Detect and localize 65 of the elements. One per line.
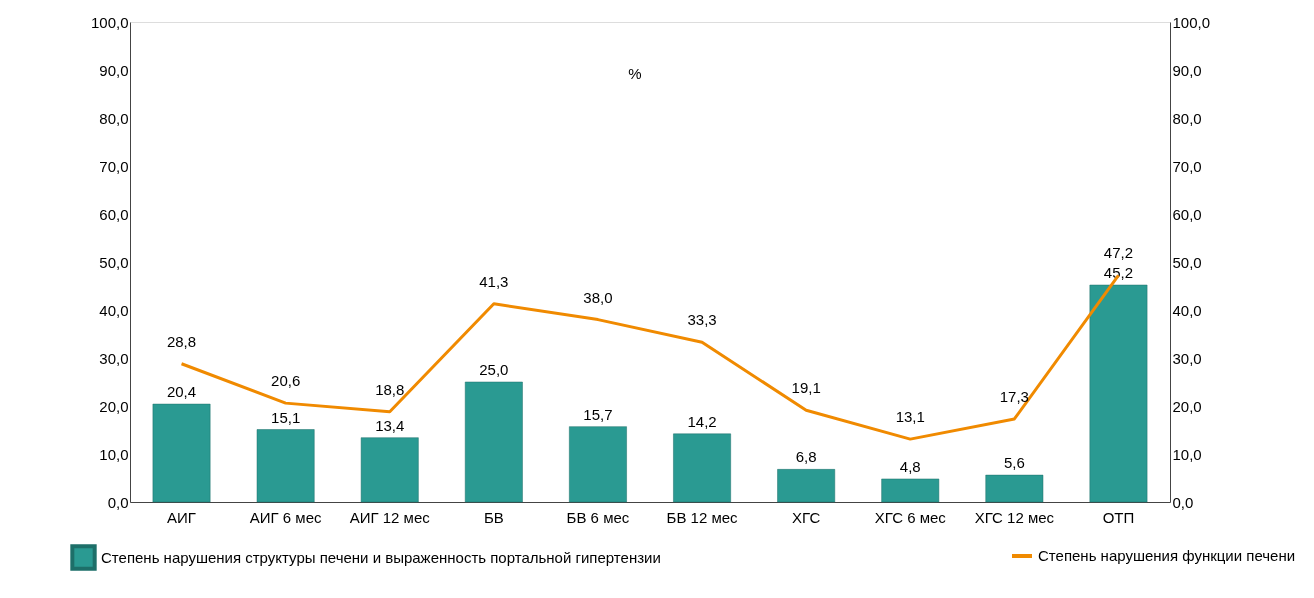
data-label: 20,6 xyxy=(271,372,301,390)
bar xyxy=(673,433,731,503)
y-tick-label: 20,0 xyxy=(99,397,129,415)
y-tick-label: 70,0 xyxy=(99,157,129,175)
data-label: 38,0 xyxy=(583,288,613,306)
y2-tick-label: 90,0 xyxy=(1172,61,1202,79)
x-tick-label: АИГ 12 мес xyxy=(349,508,431,526)
y-tick-label: 100,0 xyxy=(90,13,129,31)
x-tick-label: ОТП xyxy=(1102,508,1135,526)
y-tick-label: 60,0 xyxy=(99,205,129,223)
x-tick-label: АИГ xyxy=(167,508,196,526)
x-tick-label: ХГС 12 мес xyxy=(974,508,1055,526)
y2-tick-label: 100,0 xyxy=(1172,13,1211,31)
y2-tick-label: 70,0 xyxy=(1172,157,1202,175)
data-label: 17,3 xyxy=(999,387,1029,405)
data-label: 15,1 xyxy=(271,408,301,426)
x-tick-label: БВ 12 мес xyxy=(666,508,739,526)
bar xyxy=(360,437,419,503)
data-label: 6,8 xyxy=(795,448,817,466)
annotation: % xyxy=(628,65,642,82)
bar xyxy=(256,429,315,503)
legend-label: Степень нарушения функции печени xyxy=(1038,547,1296,564)
y-tick-label: 40,0 xyxy=(99,301,129,319)
y2-tick-label: 40,0 xyxy=(1172,301,1202,319)
bar xyxy=(569,426,627,503)
bar xyxy=(777,469,836,503)
y2-tick-label: 10,0 xyxy=(1172,445,1202,463)
data-label: 14,2 xyxy=(687,412,717,430)
data-label: 13,4 xyxy=(375,416,405,434)
data-label: 25,0 xyxy=(479,361,509,378)
data-label: 41,3 xyxy=(479,272,509,290)
y2-tick-label: 60,0 xyxy=(1172,205,1202,223)
y-tick-label: 10,0 xyxy=(99,445,129,463)
data-label: 20,4 xyxy=(166,383,197,401)
data-label: 18,8 xyxy=(375,380,405,398)
y2-tick-label: 50,0 xyxy=(1172,253,1202,271)
x-tick-label: ХГС 6 мес xyxy=(874,508,947,526)
x-tick-label: ХГС xyxy=(792,508,821,526)
bar xyxy=(985,474,1044,503)
y-tick-label: 90,0 xyxy=(99,61,129,79)
x-tick-label: АИГ 6 мес xyxy=(249,508,322,526)
y-tick-label: 0,0 xyxy=(107,493,129,511)
y-tick-label: 50,0 xyxy=(99,253,129,271)
data-label: 5,6 xyxy=(1003,454,1025,472)
x-tick-label: БВ 6 мес xyxy=(566,508,630,526)
data-label: 45,2 xyxy=(1103,264,1134,282)
y-tick-label: 30,0 xyxy=(99,349,129,367)
y2-tick-label: 80,0 xyxy=(1172,109,1202,127)
data-label: 47,2 xyxy=(1103,244,1134,262)
data-label: 28,8 xyxy=(166,332,197,350)
x-tick-label: БВ xyxy=(483,508,504,526)
y2-tick-label: 30,0 xyxy=(1172,349,1202,367)
bar xyxy=(1089,284,1148,503)
y-tick-label: 80,0 xyxy=(99,109,129,127)
data-label: 33,3 xyxy=(687,311,717,329)
bar xyxy=(464,381,523,503)
legend-label: Степень нарушения структуры печени и выраженность портальной гипертензии xyxy=(101,548,661,566)
y2-tick-label: 20,0 xyxy=(1172,397,1202,415)
data-label: 19,1 xyxy=(791,379,821,397)
data-label: 4,8 xyxy=(899,457,921,475)
y2-tick-label: 0,0 xyxy=(1172,493,1194,511)
bar xyxy=(152,403,211,503)
bar xyxy=(881,478,940,503)
data-label: 13,1 xyxy=(895,408,925,426)
data-label: 15,7 xyxy=(583,405,613,423)
